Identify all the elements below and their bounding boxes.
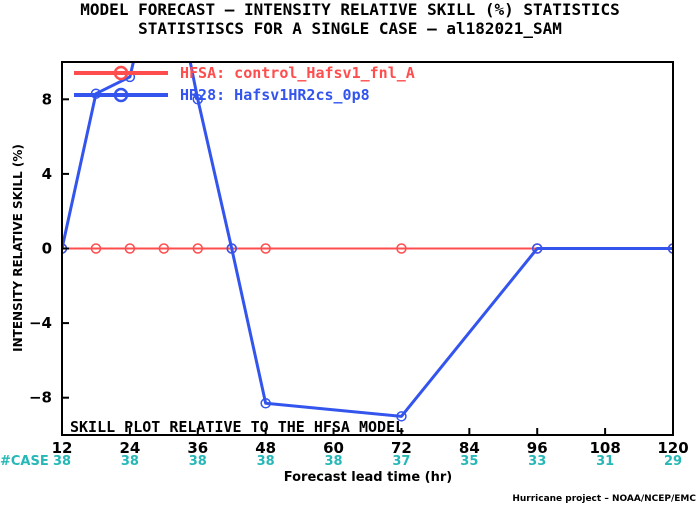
x-tick-label: 72	[391, 439, 412, 457]
x-tick-label: 36	[187, 439, 208, 457]
x-tick-label: 12	[52, 439, 73, 457]
series-2-point	[531, 243, 543, 254]
series-line-2	[62, 62, 673, 418]
case-count: 38	[121, 454, 139, 469]
chart-title: MODEL FORECAST – INTENSITY RELATIVE SKIL…	[80, 0, 620, 19]
case-count: 38	[257, 454, 275, 469]
case-count: 38	[325, 454, 343, 469]
case-count: 37	[392, 454, 410, 469]
series-2-point	[396, 411, 407, 422]
skill-annotation: SKILL PLOT RELATIVE TO THE HFSA MODEL	[70, 418, 404, 436]
series-1-point	[260, 243, 271, 254]
x-tick-label: 60	[323, 439, 344, 457]
series-1-point	[124, 243, 136, 254]
x-axis-label: Forecast lead time (hr)	[284, 470, 452, 485]
case-count: 38	[53, 454, 71, 469]
series-2-point	[226, 243, 237, 254]
y-tick-label: 4	[42, 165, 52, 183]
y-axis-label: INTENSITY RELATIVE SKILL (%)	[11, 144, 25, 352]
x-tick-label: 48	[255, 439, 276, 457]
case-count: 38	[189, 454, 207, 469]
case-count: 29	[664, 454, 682, 469]
y-tick-label: −4	[29, 314, 52, 332]
case-count: 33	[528, 454, 546, 469]
x-tick-label: 24	[119, 439, 140, 457]
y-tick-label: 8	[42, 90, 52, 108]
chart-subtitle: STATISTISCS FOR A SINGLE CASE – al182021…	[138, 19, 562, 38]
legend-entry-label: HR28: Hafsv1HR2cs_0p8	[180, 86, 370, 104]
series-2-point	[192, 94, 204, 105]
y-tick-label: −8	[29, 389, 52, 407]
x-tick-label: 108	[589, 439, 620, 457]
credit-text: Hurricane project – NOAA/NCEP/EMC	[512, 494, 696, 504]
series-1-point	[158, 243, 170, 254]
legend-entry-label: HFSA: control_Hafsv1_fnl_A	[180, 64, 415, 82]
legend: HFSA: control_Hafsv1_fnl_A HR28: Hafsv1HR…	[74, 64, 415, 104]
x-tick-label: 120	[657, 439, 688, 457]
legend-marker	[113, 65, 129, 81]
series-1-point	[396, 243, 407, 254]
series-2-point	[667, 243, 673, 254]
case-counts: 38 38 38 38 38 37 35 33 31 29	[53, 454, 682, 469]
x-tick-label: 84	[459, 439, 480, 457]
series-2-point	[260, 398, 271, 409]
series-1-point	[192, 243, 204, 254]
legend-marker	[113, 87, 129, 103]
series-layer	[62, 62, 673, 422]
y-tick-label: 0	[42, 240, 52, 258]
case-count: 35	[460, 454, 478, 469]
case-row-label: #CASE	[0, 454, 49, 469]
series-1-point	[90, 243, 102, 254]
case-count: 31	[596, 454, 614, 469]
x-tick-label: 96	[527, 439, 548, 457]
